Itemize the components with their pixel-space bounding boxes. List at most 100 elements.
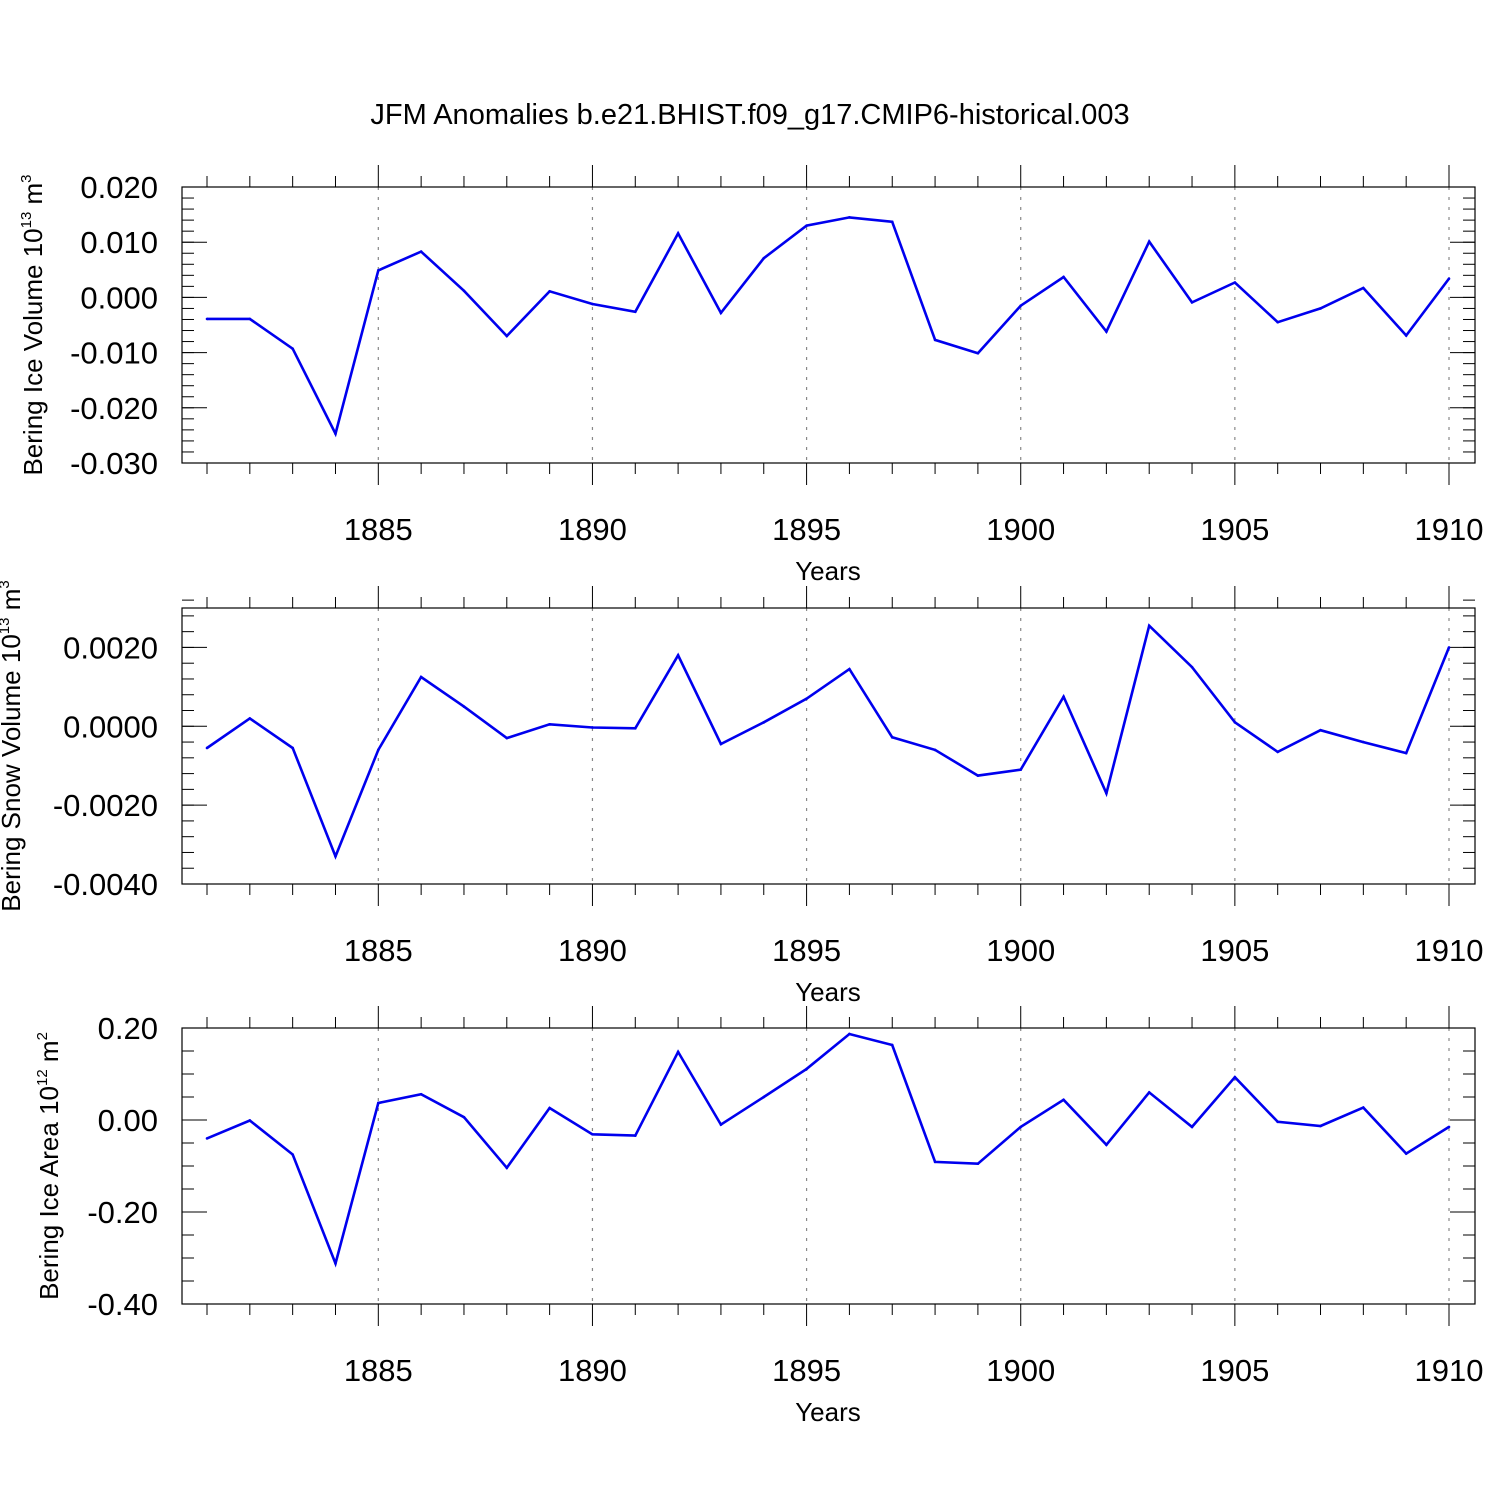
y-axis-label: Bering Ice Volume 1013 m3	[18, 174, 48, 475]
data-point	[377, 269, 380, 272]
data-point	[1362, 740, 1365, 744]
data-point	[976, 774, 980, 777]
data-point	[334, 432, 337, 436]
data-point	[248, 317, 252, 321]
data-point	[676, 654, 680, 657]
data-point	[976, 351, 980, 355]
y-tick-label: 0.0020	[63, 630, 158, 665]
y-tick-label: -0.20	[87, 1195, 158, 1230]
data-point	[1276, 1120, 1279, 1124]
x-tick-label: 1895	[772, 1353, 841, 1388]
data-point	[591, 1132, 594, 1136]
data-point	[248, 1119, 252, 1122]
data-point	[890, 220, 894, 224]
data-point	[1404, 334, 1408, 337]
y-axis-label-superscript: 3	[0, 580, 13, 588]
panel-ice-area: 1885 1890 1895 1900 1905 1910 -0.40 -0.20 0.00 0.…	[34, 1006, 1483, 1427]
data-point	[1319, 307, 1322, 310]
y-axis-label-superscript: 13	[18, 212, 35, 229]
data-point	[1147, 240, 1151, 243]
series-line-ice-volume	[207, 216, 1451, 438]
panel-snow-volume: 1885 1890 1895 1900 1905 1910 -0.0040 -0.0020 0.…	[0, 580, 1483, 1007]
y-axis-label: Bering Snow Volume 1013 m3	[0, 580, 26, 911]
data-point	[205, 1137, 209, 1140]
x-tick-label: 1885	[344, 1353, 413, 1388]
data-point	[1019, 768, 1023, 771]
y-axis-label-superscript: 12	[34, 1069, 51, 1086]
data-point	[1233, 1075, 1237, 1079]
data-point	[419, 1092, 423, 1096]
data-point	[1447, 1125, 1451, 1129]
x-tick-label: 1890	[558, 512, 627, 547]
data-point	[1019, 304, 1023, 307]
data-point	[1319, 728, 1322, 732]
data-point	[291, 347, 294, 351]
y-axis-label-text: Bering Snow Volume 10	[0, 634, 26, 912]
y-axis-label-text: m	[18, 183, 48, 212]
data-point	[933, 338, 937, 342]
data-point	[933, 1160, 937, 1164]
y-tick-label: 0.0000	[63, 709, 158, 744]
data-point	[1276, 320, 1279, 324]
data-point	[248, 717, 252, 720]
data-point	[676, 232, 680, 235]
data-point	[1190, 301, 1194, 304]
x-axis-label: Years	[795, 556, 861, 586]
data-point	[462, 289, 466, 293]
y-tick-label: 0.20	[98, 1011, 158, 1046]
data-point	[591, 302, 594, 306]
data-point	[1147, 624, 1151, 628]
plot-frame	[181, 1027, 1476, 1305]
y-tick-label: -0.0040	[53, 867, 158, 902]
data-point	[505, 736, 509, 740]
data-point	[633, 310, 637, 314]
data-point	[1276, 750, 1279, 754]
y-axis-label-text: m	[34, 1040, 64, 1069]
y-tick-label: 0.020	[80, 170, 158, 205]
y-tick-label: 0.00	[98, 1103, 158, 1138]
data-point	[890, 736, 894, 739]
data-point	[1404, 1152, 1408, 1155]
data-point	[676, 1050, 680, 1054]
y-tick-label: -0.010	[70, 336, 158, 371]
x-tick-label: 1905	[1200, 933, 1269, 968]
y-axis-label-superscript: 3	[18, 174, 35, 182]
data-point	[1362, 286, 1365, 290]
x-tick-label: 1895	[772, 512, 841, 547]
data-point	[1190, 665, 1194, 669]
data-point	[334, 855, 337, 858]
x-axis-label: Years	[795, 977, 861, 1007]
y-axis-label-text: m	[0, 589, 26, 618]
data-point	[719, 311, 723, 315]
data-point	[805, 224, 808, 227]
data-point	[762, 1095, 766, 1099]
data-point	[848, 216, 851, 219]
data-point	[719, 1123, 723, 1126]
data-point	[1019, 1125, 1023, 1129]
data-point	[1147, 1091, 1151, 1094]
data-point	[591, 726, 594, 729]
y-tick-label: -0.0020	[53, 788, 158, 823]
data-point	[1062, 1098, 1065, 1102]
x-tick-label: 1890	[558, 933, 627, 968]
y-tick-label: -0.030	[70, 446, 158, 481]
data-point	[1447, 277, 1451, 280]
x-tick-label: 1900	[986, 512, 1055, 547]
y-axis-label: Bering Ice Area 1012 m2	[34, 1032, 64, 1300]
plot-frame	[181, 607, 1476, 885]
y-tick-label: 0.010	[80, 225, 158, 260]
x-tick-label: 1910	[1415, 933, 1484, 968]
x-tick-label: 1905	[1200, 512, 1269, 547]
x-tick-label: 1910	[1415, 512, 1484, 547]
y-axis-label-text: Bering Ice Volume 10	[18, 228, 48, 475]
data-point	[548, 1106, 551, 1110]
data-point	[633, 726, 637, 730]
data-point	[548, 723, 551, 726]
data-point	[205, 317, 209, 321]
y-tick-label: -0.40	[87, 1287, 158, 1322]
data-point	[890, 1043, 894, 1047]
x-tick-label: 1890	[558, 1353, 627, 1388]
data-point	[1062, 695, 1065, 699]
series-line-ice-area	[206, 1032, 1450, 1268]
data-point	[419, 675, 423, 679]
